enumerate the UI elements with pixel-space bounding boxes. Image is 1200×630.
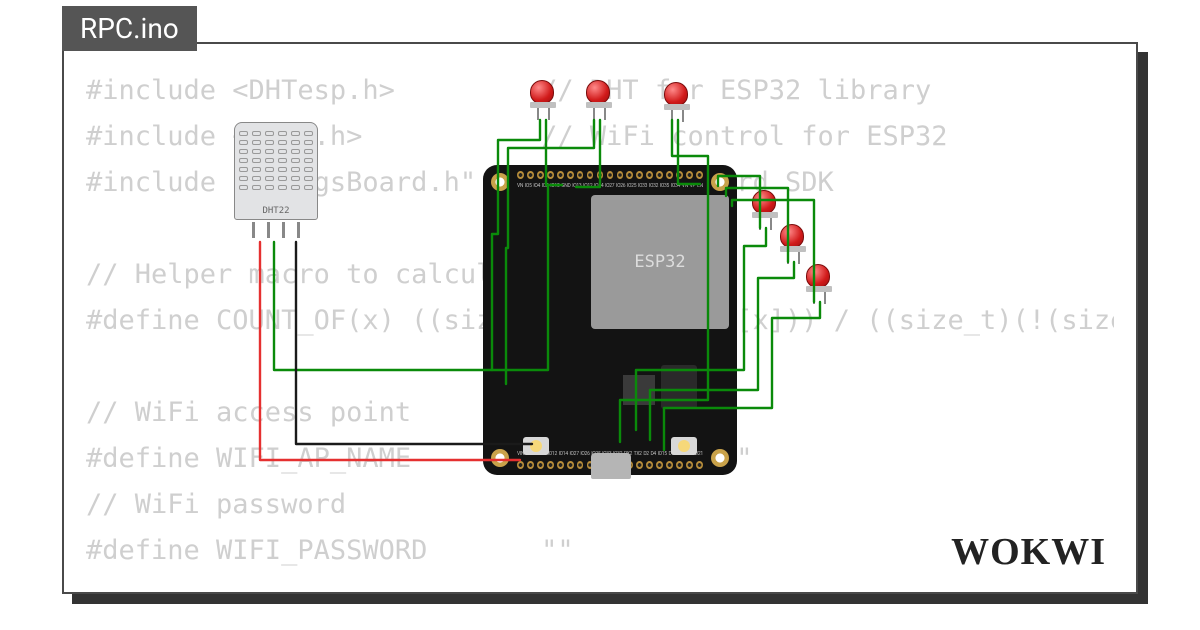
usb-port: [591, 453, 631, 479]
led-6: [806, 264, 832, 304]
esp32-board: VNIO5IO4IO2IO15GNDIO13IO12IO14IO27IO26IO…: [483, 165, 737, 475]
led-4: [752, 190, 778, 230]
wokwi-logo: WOKWI: [951, 530, 1106, 574]
enable-button[interactable]: [671, 437, 697, 455]
boot-button[interactable]: [523, 437, 549, 455]
led-5: [780, 224, 806, 264]
dht22-label: DHT22: [235, 206, 317, 216]
led-3: [664, 82, 690, 122]
dht22-grille: [235, 131, 317, 190]
esp32-shield: ESP32: [591, 195, 729, 329]
led-2: [586, 80, 612, 120]
file-title-tab: RPC.ino: [62, 6, 197, 51]
dht22-sensor: DHT22: [234, 122, 318, 238]
pin-row-top: [517, 171, 703, 179]
led-1: [530, 80, 556, 120]
